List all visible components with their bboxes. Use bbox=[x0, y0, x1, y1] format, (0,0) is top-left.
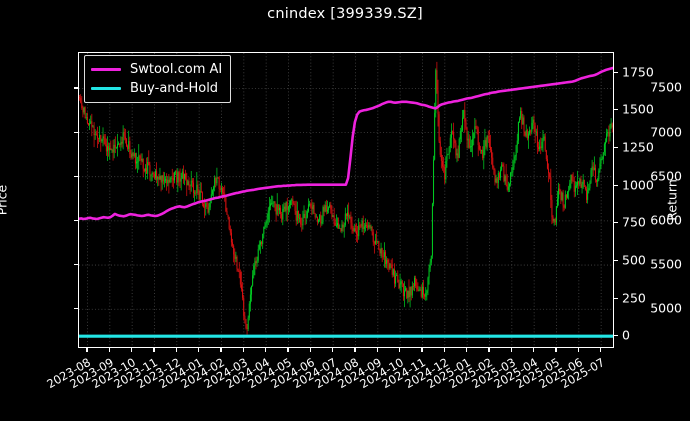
gridlines bbox=[79, 53, 613, 347]
x-axis-tick-mark bbox=[533, 348, 535, 352]
y-axis-left-tick-label: 7000 bbox=[650, 124, 682, 140]
y-axis-right-tick-mark bbox=[614, 71, 618, 73]
y-axis-left-tick-mark bbox=[74, 175, 78, 177]
y-axis-right-tick-label: 1500 bbox=[622, 101, 654, 117]
y-axis-left-tick-label: 6000 bbox=[650, 212, 682, 228]
y-axis-right-tick-mark bbox=[614, 297, 618, 299]
x-axis-tick-mark bbox=[354, 348, 356, 352]
x-axis-tick-mark bbox=[242, 348, 244, 352]
y-axis-right-tick-label: 1000 bbox=[622, 177, 654, 193]
plot-canvas bbox=[79, 53, 613, 347]
y-axis-right-tick-mark bbox=[614, 335, 618, 337]
x-axis-tick-mark bbox=[376, 348, 378, 352]
y-axis-left-tick-mark bbox=[74, 87, 78, 89]
x-axis-tick-mark bbox=[510, 348, 512, 352]
x-axis-tick-mark bbox=[555, 348, 557, 352]
x-axis-tick-mark bbox=[108, 348, 110, 352]
y-axis-left-tick-mark bbox=[74, 308, 78, 310]
x-axis-tick-mark bbox=[600, 348, 602, 352]
x-axis-tick-mark bbox=[265, 348, 267, 352]
y-axis-right-tick-mark bbox=[614, 184, 618, 186]
x-axis-tick-mark bbox=[332, 348, 334, 352]
x-axis-tick-mark bbox=[175, 348, 177, 352]
y-axis-right-tick-label: 500 bbox=[622, 252, 646, 268]
y-axis-right-tick-label: 1250 bbox=[622, 139, 654, 155]
x-axis-tick-mark bbox=[577, 348, 579, 352]
x-axis-tick-mark bbox=[86, 348, 88, 352]
y-axis-right-tick-mark bbox=[614, 259, 618, 262]
chart-legend: Swtool.com AI Buy-and-Hold bbox=[84, 55, 232, 103]
y-axis-right-tick-label: 1750 bbox=[622, 64, 654, 80]
x-axis-tick-mark bbox=[220, 348, 222, 352]
chart-title: cnindex [399339.SZ] bbox=[267, 6, 423, 22]
candlestick-series bbox=[79, 61, 613, 335]
legend-item-buy-and-hold: Buy-and-Hold bbox=[91, 79, 222, 98]
y-axis-left-tick-label: 5000 bbox=[650, 300, 682, 316]
ai-strategy-line bbox=[79, 66, 613, 221]
y-axis-left-tick-mark bbox=[74, 131, 78, 133]
y-axis-left-tick-mark bbox=[74, 219, 78, 222]
x-axis-tick-mark bbox=[421, 348, 423, 352]
y-axis-left-label: Price bbox=[0, 184, 10, 216]
legend-swatch-buy-and-hold bbox=[91, 86, 121, 91]
y-axis-right-tick-mark bbox=[614, 109, 618, 111]
legend-label-buy-and-hold: Buy-and-Hold bbox=[130, 81, 219, 96]
x-axis-tick-mark bbox=[399, 348, 401, 352]
y-axis-right-tick-mark bbox=[614, 222, 618, 224]
x-axis-tick-mark bbox=[287, 348, 289, 352]
y-axis-right-tick-label: 750 bbox=[622, 214, 646, 230]
x-axis-tick-mark bbox=[131, 348, 133, 352]
y-axis-left-tick-label: 7500 bbox=[650, 79, 682, 95]
legend-label-ai: Swtool.com AI bbox=[130, 62, 223, 77]
y-axis-left-tick-label: 6500 bbox=[650, 168, 682, 184]
y-axis-right-tick-mark bbox=[614, 146, 618, 149]
x-axis-tick-mark bbox=[443, 348, 445, 352]
x-axis-tick-mark bbox=[198, 348, 200, 352]
y-axis-left-tick-label: 5500 bbox=[650, 256, 682, 272]
y-axis-left-tick-mark bbox=[74, 264, 78, 266]
x-axis-tick-mark bbox=[309, 348, 311, 352]
x-axis-tick-mark bbox=[488, 348, 490, 352]
legend-swatch-ai bbox=[91, 67, 121, 72]
legend-item-ai: Swtool.com AI bbox=[91, 60, 222, 79]
x-axis-tick-mark bbox=[153, 348, 155, 352]
x-axis-tick-mark bbox=[466, 348, 468, 352]
y-axis-right-tick-label: 0 bbox=[622, 327, 630, 343]
y-axis-right-tick-label: 250 bbox=[622, 290, 646, 306]
